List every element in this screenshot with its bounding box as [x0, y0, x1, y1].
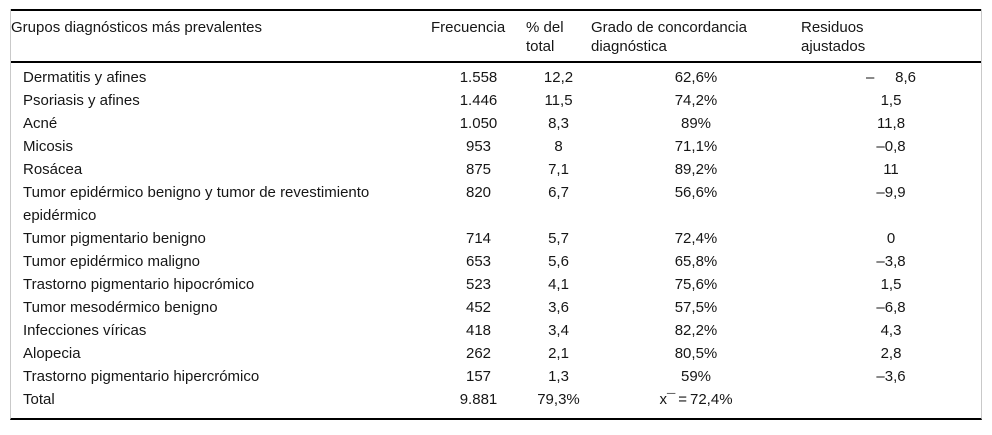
column-header-frequency: Frecuencia [431, 9, 526, 63]
cell-frequency: 262 [465, 345, 492, 362]
diagnostic-groups-table: Grupos diagnósticos más prevalentes Frec… [11, 9, 981, 418]
cell-percent: 8 [554, 138, 563, 155]
cell-diagnosis: Trastorno pigmentario hipercrómico [23, 368, 260, 385]
cell-total-label: Total [23, 391, 55, 408]
cell-concordance: 71,1% [674, 138, 718, 155]
column-header-diagnostic-groups: Grupos diagnósticos más prevalentes [11, 9, 431, 63]
cell-residual: 11,8 [876, 115, 906, 132]
cell-frequency: 1.558 [459, 69, 498, 86]
cell-percent: 12,2 [543, 69, 574, 86]
cell-percent: 2,1 [548, 345, 569, 362]
cell-percent: 3,4 [548, 322, 569, 339]
cell-residual: –6,8 [876, 299, 906, 316]
table-row: Dermatitis y afines 1.558 12,2 62,6% – 8… [11, 62, 981, 89]
cell-concordance: 57,5% [674, 299, 718, 316]
cell-diagnosis: Trastorno pigmentario hipocrómico [23, 276, 255, 293]
cell-residual: 11 [883, 161, 899, 178]
table-row: Trastorno pigmentario hipercrómico 157 1… [11, 365, 981, 388]
cell-percent: 5,6 [548, 253, 569, 270]
cell-residual: 1,5 [880, 92, 902, 109]
cell-diagnosis: Micosis [23, 138, 74, 155]
cell-concordance: 56,6% [674, 184, 718, 201]
cell-diagnosis: Alopecia [23, 345, 81, 362]
cell-residual: 4,3 [880, 322, 902, 339]
cell-concordance: 65,8% [674, 253, 718, 270]
table-row: Psoriasis y afines 1.446 11,5 74,2% 1,5 [11, 89, 981, 112]
cell-frequency: 714 [465, 230, 492, 247]
cell-residual: –3,8 [876, 253, 906, 270]
cell-diagnosis: Rosácea [23, 161, 83, 178]
table-row: Trastorno pigmentario hipocrómico 523 4,… [11, 273, 981, 296]
cell-frequency: 452 [465, 299, 492, 316]
column-header-concordance: Grado de concordancia diagnóstica [591, 9, 801, 63]
cell-diagnosis: Tumor pigmentario benigno [23, 230, 206, 247]
header-row: Grupos diagnósticos más prevalentes Frec… [11, 9, 981, 63]
cell-percent: 1,3 [548, 368, 569, 385]
table-row: Acné 1.050 8,3 89% 11,8 [11, 112, 981, 135]
cell-frequency: 953 [465, 138, 492, 155]
cell-residual: 2,8 [880, 345, 902, 362]
cell-concordance: 80,5% [674, 345, 718, 362]
cell-residual: – 8,6 [865, 69, 917, 86]
cell-total-residual [801, 388, 981, 418]
cell-concordance: 59% [680, 368, 712, 385]
cell-frequency: 1.446 [459, 92, 498, 109]
cell-residual: 1,5 [880, 276, 902, 293]
cell-diagnosis: Tumor mesodérmico benigno [23, 299, 218, 316]
table-row: Alopecia 262 2,1 80,5% 2,8 [11, 342, 981, 365]
cell-residual: –9,9 [876, 184, 906, 201]
cell-concordance: 75,6% [674, 276, 718, 293]
cell-frequency: 523 [465, 276, 492, 293]
cell-diagnosis: Dermatitis y afines [23, 69, 147, 86]
cell-total-percent: 79,3% [537, 391, 580, 408]
column-header-adjusted-residuals: Residuos ajustados [801, 9, 981, 63]
cell-concordance: 62,6% [674, 69, 718, 86]
table-row: Tumor epidérmico benigno y tumor de reve… [11, 181, 981, 227]
table-row: Rosácea 875 7,1 89,2% 11 [11, 158, 981, 181]
table-row: Tumor pigmentario benigno 714 5,7 72,4% … [11, 227, 981, 250]
cell-frequency: 157 [465, 368, 492, 385]
cell-residual: 0 [886, 230, 896, 247]
cell-diagnosis: Tumor epidérmico maligno [23, 253, 201, 270]
cell-concordance: 72,4% [674, 230, 718, 247]
table-row: Tumor epidérmico maligno 653 5,6 65,8% –… [11, 250, 981, 273]
table-row: Infecciones víricas 418 3,4 82,2% 4,3 [11, 319, 981, 342]
cell-residual: –3,6 [876, 368, 906, 385]
cell-percent: 5,7 [548, 230, 569, 247]
cell-residual: –0,8 [876, 138, 906, 155]
table-row: Tumor mesodérmico benigno 452 3,6 57,5% … [11, 296, 981, 319]
diagnostic-table-frame: Grupos diagnósticos más prevalentes Frec… [10, 9, 982, 420]
cell-concordance: 89,2% [674, 161, 718, 178]
cell-diagnosis: Tumor epidérmico benigno y tumor de reve… [23, 184, 370, 224]
cell-percent: 8,3 [548, 115, 569, 132]
cell-frequency: 653 [465, 253, 492, 270]
cell-frequency: 875 [465, 161, 492, 178]
table-row-total: Total 9.881 79,3% x¯ = 72,4% [11, 388, 981, 418]
cell-total-frequency: 9.881 [459, 391, 498, 408]
cell-concordance: 89% [680, 115, 712, 132]
cell-concordance: 74,2% [674, 92, 718, 109]
cell-frequency: 820 [465, 184, 492, 201]
cell-percent: 4,1 [548, 276, 569, 293]
cell-concordance: 82,2% [674, 322, 718, 339]
cell-diagnosis: Infecciones víricas [23, 322, 147, 339]
cell-percent: 7,1 [548, 161, 569, 178]
cell-frequency: 418 [465, 322, 492, 339]
cell-diagnosis: Acné [23, 115, 58, 132]
cell-percent: 3,6 [548, 299, 569, 316]
cell-percent: 6,7 [548, 184, 569, 201]
cell-frequency: 1.050 [459, 115, 498, 132]
cell-percent: 11,5 [544, 92, 573, 109]
table-row: Micosis 953 8 71,1% –0,8 [11, 135, 981, 158]
cell-mean-concordance: x¯ = 72,4% [659, 391, 733, 408]
column-header-percent-total: % del total [526, 9, 591, 63]
cell-diagnosis: Psoriasis y afines [23, 92, 140, 109]
